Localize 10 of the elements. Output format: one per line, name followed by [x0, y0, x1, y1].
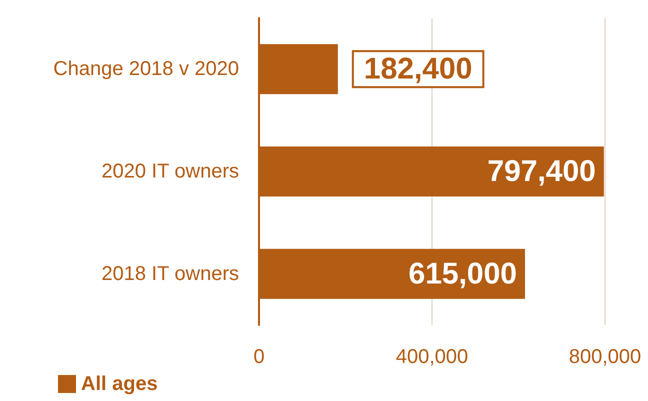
legend-label: All ages: [81, 373, 158, 395]
data-label: 182,400: [364, 52, 472, 86]
data-label: 615,000: [408, 257, 517, 290]
x-tick-label: 400,000: [396, 346, 468, 368]
y-tick-label: Change 2018 v 2020: [53, 58, 239, 80]
x-tick-label: 800,000: [568, 346, 642, 368]
y-tick-label: 2018 IT owners: [102, 262, 239, 285]
y-tick-label: 2020 IT owners: [102, 160, 239, 182]
data-label: 797,400: [487, 155, 596, 188]
x-tick-label: 0: [253, 346, 265, 368]
